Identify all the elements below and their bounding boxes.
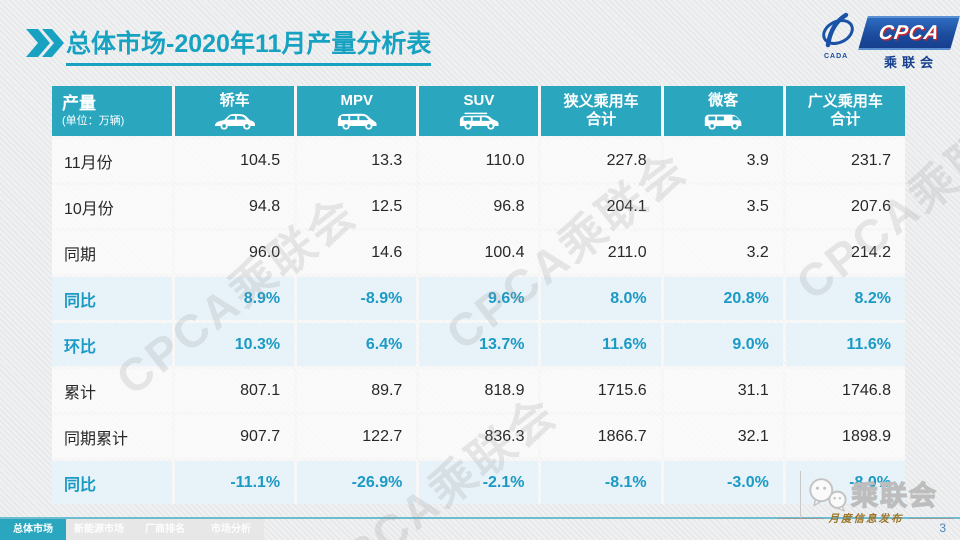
subtitle-dash-right	[908, 518, 954, 519]
table-cell: 231.7	[785, 139, 905, 182]
table-cell: 10.3%	[175, 323, 295, 366]
brand-name: 乘联会	[850, 480, 938, 511]
table-column-header: 狭义乘用车 合计	[541, 86, 661, 136]
cpca-badge: CPCA	[858, 16, 960, 50]
row-label: 同期	[52, 231, 172, 274]
footer-tab-nev-market: 新能源市场	[74, 524, 124, 535]
table-cell: 13.7%	[419, 323, 539, 366]
title-part-1: 总体市场	[66, 30, 167, 58]
table-column-header: 广义乘用车 合计	[785, 86, 905, 136]
footer-tab-bar: 总体市场 新能源市场 厂商排名 市场分析	[0, 519, 264, 540]
row-label: 同期累计	[52, 415, 172, 458]
table-cell: 818.9	[419, 369, 539, 412]
table-cell: 1866.7	[541, 415, 661, 458]
table-cell: 836.3	[419, 415, 539, 458]
subtitle-dash-left	[778, 518, 824, 519]
cpca-label: CPCA	[876, 21, 942, 44]
cpca-swoosh-icon	[822, 12, 854, 48]
table-cell: 9.6%	[419, 277, 539, 320]
table-cell: 110.0	[419, 139, 539, 182]
table-cell: 31.1	[663, 369, 783, 412]
table-column-header: 轿车	[175, 86, 295, 136]
table-cell: -26.9%	[297, 461, 417, 504]
table-cell: 807.1	[175, 369, 295, 412]
table-column-header: 微客	[663, 86, 783, 136]
microvan-icon	[700, 111, 746, 131]
table-cell: -8.9%	[297, 277, 417, 320]
table-cell: 96.0	[175, 231, 295, 274]
table-cell: 6.4%	[297, 323, 417, 366]
table-cell: -8.1%	[541, 461, 661, 504]
cada-label: CADA	[824, 53, 849, 60]
table-cell: 214.2	[785, 231, 905, 274]
footer-tab-band: 新能源市场 厂商排名 市场分析	[66, 519, 264, 540]
table-cell: 11.6%	[785, 323, 905, 366]
row-label: 11月份	[52, 139, 172, 182]
table-cell: 14.6	[297, 231, 417, 274]
table-cell: 3.5	[663, 185, 783, 228]
table-cell: 3.9	[663, 139, 783, 182]
page-title: 总体市场-2020年11月产量分析表	[66, 24, 432, 66]
table-column-header: SUV	[419, 86, 539, 136]
footer-tab-overall-market: 总体市场	[0, 519, 66, 540]
table-cell: 94.8	[175, 185, 295, 228]
footer-vertical-divider	[800, 471, 801, 518]
table-cell: -3.0%	[663, 461, 783, 504]
table-cell: 8.2%	[785, 277, 905, 320]
table-cell: 100.4	[419, 231, 539, 274]
footer-tab-market-analysis: 市场分析	[211, 524, 251, 535]
production-table: 产量 (单位：万辆) 轿车 MPV SUV 狭义乘用车 合计 微客 广义乘用车 合计 11月份 104…	[52, 86, 905, 504]
table-cell: -2.1%	[419, 461, 539, 504]
row-label: 累计	[52, 369, 172, 412]
row-label: 环比	[52, 323, 172, 366]
page-number: 3	[939, 521, 946, 535]
row-label: 10月份	[52, 185, 172, 228]
table-cell: 13.3	[297, 139, 417, 182]
table-cell: 104.5	[175, 139, 295, 182]
table-cell: 8.9%	[175, 277, 295, 320]
table-cell: 9.0%	[663, 323, 783, 366]
cpca-logo: CADA CPCA 乘联会	[815, 6, 960, 70]
sedan-icon	[212, 111, 258, 131]
brand-block: 乘联会	[806, 474, 938, 513]
table-cell: 907.7	[175, 415, 295, 458]
footer-divider	[0, 517, 960, 519]
table-cell: 3.2	[663, 231, 783, 274]
row-label: 同比	[52, 461, 172, 504]
table-cell: 1898.9	[785, 415, 905, 458]
table-cell: 227.8	[541, 139, 661, 182]
table-cell: 89.7	[297, 369, 417, 412]
wechat-icon	[809, 477, 847, 512]
table-cell: 204.1	[541, 185, 661, 228]
brand-subtitle: 月度信息发布	[828, 513, 904, 525]
table-cell: -8.0%	[785, 461, 905, 504]
table-cell: 207.6	[785, 185, 905, 228]
suv-icon	[456, 111, 502, 131]
table-cell: 122.7	[297, 415, 417, 458]
brand-subtitle-row: 月度信息发布	[778, 511, 954, 526]
table-cell: 20.8%	[663, 277, 783, 320]
table-cell: 12.5	[297, 185, 417, 228]
table-corner-header: 产量 (单位：万辆)	[52, 86, 172, 136]
table-cell: 32.1	[663, 415, 783, 458]
table-cell: 1746.8	[785, 369, 905, 412]
row-label: 同比	[52, 277, 172, 320]
mpv-icon	[334, 111, 380, 131]
cpca-org-label: 乘联会	[883, 55, 938, 70]
title-part-2: -2020年11月产量分析表	[166, 30, 432, 58]
chevron-right-icon	[26, 29, 64, 57]
table-cell: 11.6%	[541, 323, 661, 366]
table-column-header: MPV	[297, 86, 417, 136]
table-cell: -11.1%	[175, 461, 295, 504]
table-cell: 8.0%	[541, 277, 661, 320]
table-cell: 96.8	[419, 185, 539, 228]
table-cell: 211.0	[541, 231, 661, 274]
footer-tab-oem-ranking: 厂商排名	[145, 524, 185, 535]
table-cell: 1715.6	[541, 369, 661, 412]
